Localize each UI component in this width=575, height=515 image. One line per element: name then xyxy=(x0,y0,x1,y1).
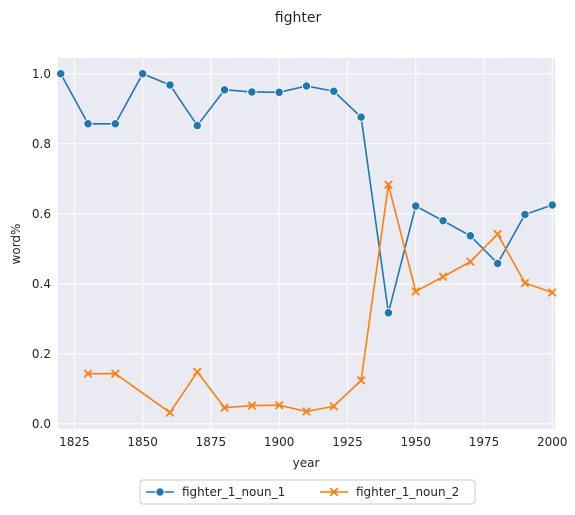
x-tick-label: 1925 xyxy=(332,435,363,449)
chart-title: fighter xyxy=(275,10,322,26)
data-point xyxy=(275,401,284,410)
legend: fighter_1_noun_1 fighter_1_noun_2 xyxy=(139,479,476,505)
legend-marker xyxy=(155,487,165,497)
x-tick-label: 1825 xyxy=(59,435,90,449)
data-point xyxy=(165,408,175,417)
x-tick-label: 1950 xyxy=(400,435,431,449)
data-point xyxy=(465,231,475,241)
y-tick-label: 0.8 xyxy=(32,137,51,151)
y-tick-label: 1.0 xyxy=(32,67,51,81)
data-point xyxy=(548,288,557,297)
data-point xyxy=(83,119,93,129)
data-point xyxy=(547,200,557,210)
data-point xyxy=(83,369,93,378)
series-layer xyxy=(56,69,557,417)
x-axis-label: year xyxy=(293,456,320,470)
data-point xyxy=(411,201,421,211)
data-point xyxy=(520,278,530,288)
data-point xyxy=(301,81,312,91)
y-axis-label: word% xyxy=(9,224,23,265)
data-point xyxy=(438,216,448,226)
data-point xyxy=(466,257,475,266)
series-1 xyxy=(56,69,557,318)
series-2 xyxy=(83,180,557,417)
data-point xyxy=(329,402,338,411)
data-point xyxy=(356,112,366,122)
y-tick-label: 0.2 xyxy=(32,347,51,361)
y-tick-label: 0.4 xyxy=(32,277,51,291)
legend-label: fighter_1_noun_1 xyxy=(182,485,285,499)
data-point xyxy=(493,258,503,269)
data-point xyxy=(329,86,339,96)
y-tick-label: 0.0 xyxy=(32,417,51,431)
data-point xyxy=(193,367,202,377)
data-point xyxy=(493,229,502,239)
y-tick-label: 0.6 xyxy=(32,207,51,221)
x-tick-label: 1875 xyxy=(196,435,227,449)
x-tick-label: 1850 xyxy=(127,435,158,449)
plot-area xyxy=(58,58,555,429)
data-point xyxy=(384,180,393,189)
data-point xyxy=(219,85,230,95)
data-point xyxy=(438,272,448,281)
grid xyxy=(58,58,555,429)
legend-label: fighter_1_noun_2 xyxy=(356,485,459,499)
data-point xyxy=(302,407,311,416)
data-point xyxy=(220,403,229,412)
data-point xyxy=(411,287,420,296)
legend-frame xyxy=(139,479,476,505)
data-point xyxy=(111,369,120,378)
data-point xyxy=(192,120,202,131)
legend-entry: fighter_1_noun_1 xyxy=(146,485,285,499)
data-point xyxy=(247,401,256,410)
data-point xyxy=(520,209,530,220)
legend-entry: fighter_1_noun_2 xyxy=(320,485,459,499)
data-point xyxy=(165,80,175,90)
x-tick-label: 1900 xyxy=(264,435,295,449)
data-point xyxy=(110,119,120,129)
data-point xyxy=(247,87,257,97)
data-point xyxy=(357,376,366,385)
data-point xyxy=(138,69,148,79)
data-point xyxy=(274,87,284,97)
x-axis-ticks: 1825 1850 1875 1900 1925 1950 1975 2000 xyxy=(59,435,567,449)
x-tick-label: 1975 xyxy=(469,435,500,449)
y-axis-ticks: 0.0 0.2 0.4 0.6 0.8 1.0 xyxy=(32,67,51,431)
data-point xyxy=(383,308,394,318)
data-point xyxy=(56,69,66,79)
x-tick-label: 2000 xyxy=(537,435,568,449)
legend-marker xyxy=(329,487,339,497)
